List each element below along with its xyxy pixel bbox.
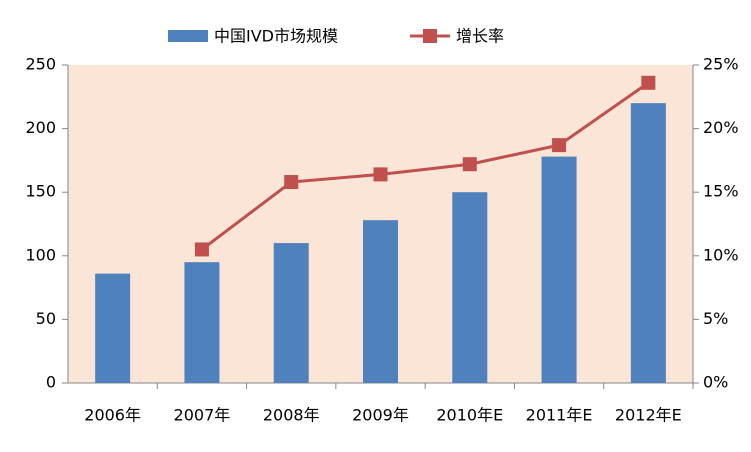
bar — [541, 156, 577, 383]
line-marker — [641, 75, 656, 90]
x-tick-label: 2006年 — [84, 406, 141, 425]
bar — [95, 273, 131, 383]
y-tick-label: 100 — [25, 245, 56, 264]
y2-tick-label: 10% — [703, 245, 739, 264]
legend-marker — [423, 29, 437, 43]
x-tick-label: 2009年 — [352, 406, 409, 425]
x-tick-label: 2011年E — [526, 406, 593, 425]
y2-tick-label: 25% — [703, 55, 739, 74]
legend-label: 中国IVD市场规模 — [214, 27, 338, 46]
x-tick-label: 2007年 — [174, 406, 231, 425]
line-marker — [194, 242, 209, 257]
x-tick-label: 2008年 — [263, 406, 320, 425]
bar — [452, 192, 488, 383]
line — [201, 81, 650, 251]
y-tick-label: 50 — [36, 309, 56, 328]
bar — [630, 103, 666, 383]
y2-tick-label: 15% — [703, 182, 739, 201]
bar — [363, 220, 398, 383]
y-tick-label: 200 — [25, 118, 56, 137]
y-tick-label: 0 — [46, 373, 56, 392]
y2-tick-label: 20% — [703, 118, 739, 137]
y2-tick-label: 5% — [703, 309, 728, 328]
line-marker — [552, 138, 567, 153]
y-tick-label: 250 — [25, 55, 56, 74]
y-tick-label: 150 — [25, 182, 56, 201]
legend-label: 增长率 — [456, 27, 504, 46]
line-marker — [373, 167, 388, 182]
bar — [184, 262, 220, 383]
line-marker — [284, 175, 299, 190]
legend-swatch — [168, 30, 208, 42]
line-marker — [462, 157, 477, 172]
x-tick-label: 2010年E — [436, 406, 503, 425]
bar — [273, 243, 309, 383]
y2-tick-label: 0% — [703, 373, 728, 392]
x-tick-label: 2012年E — [615, 406, 682, 425]
